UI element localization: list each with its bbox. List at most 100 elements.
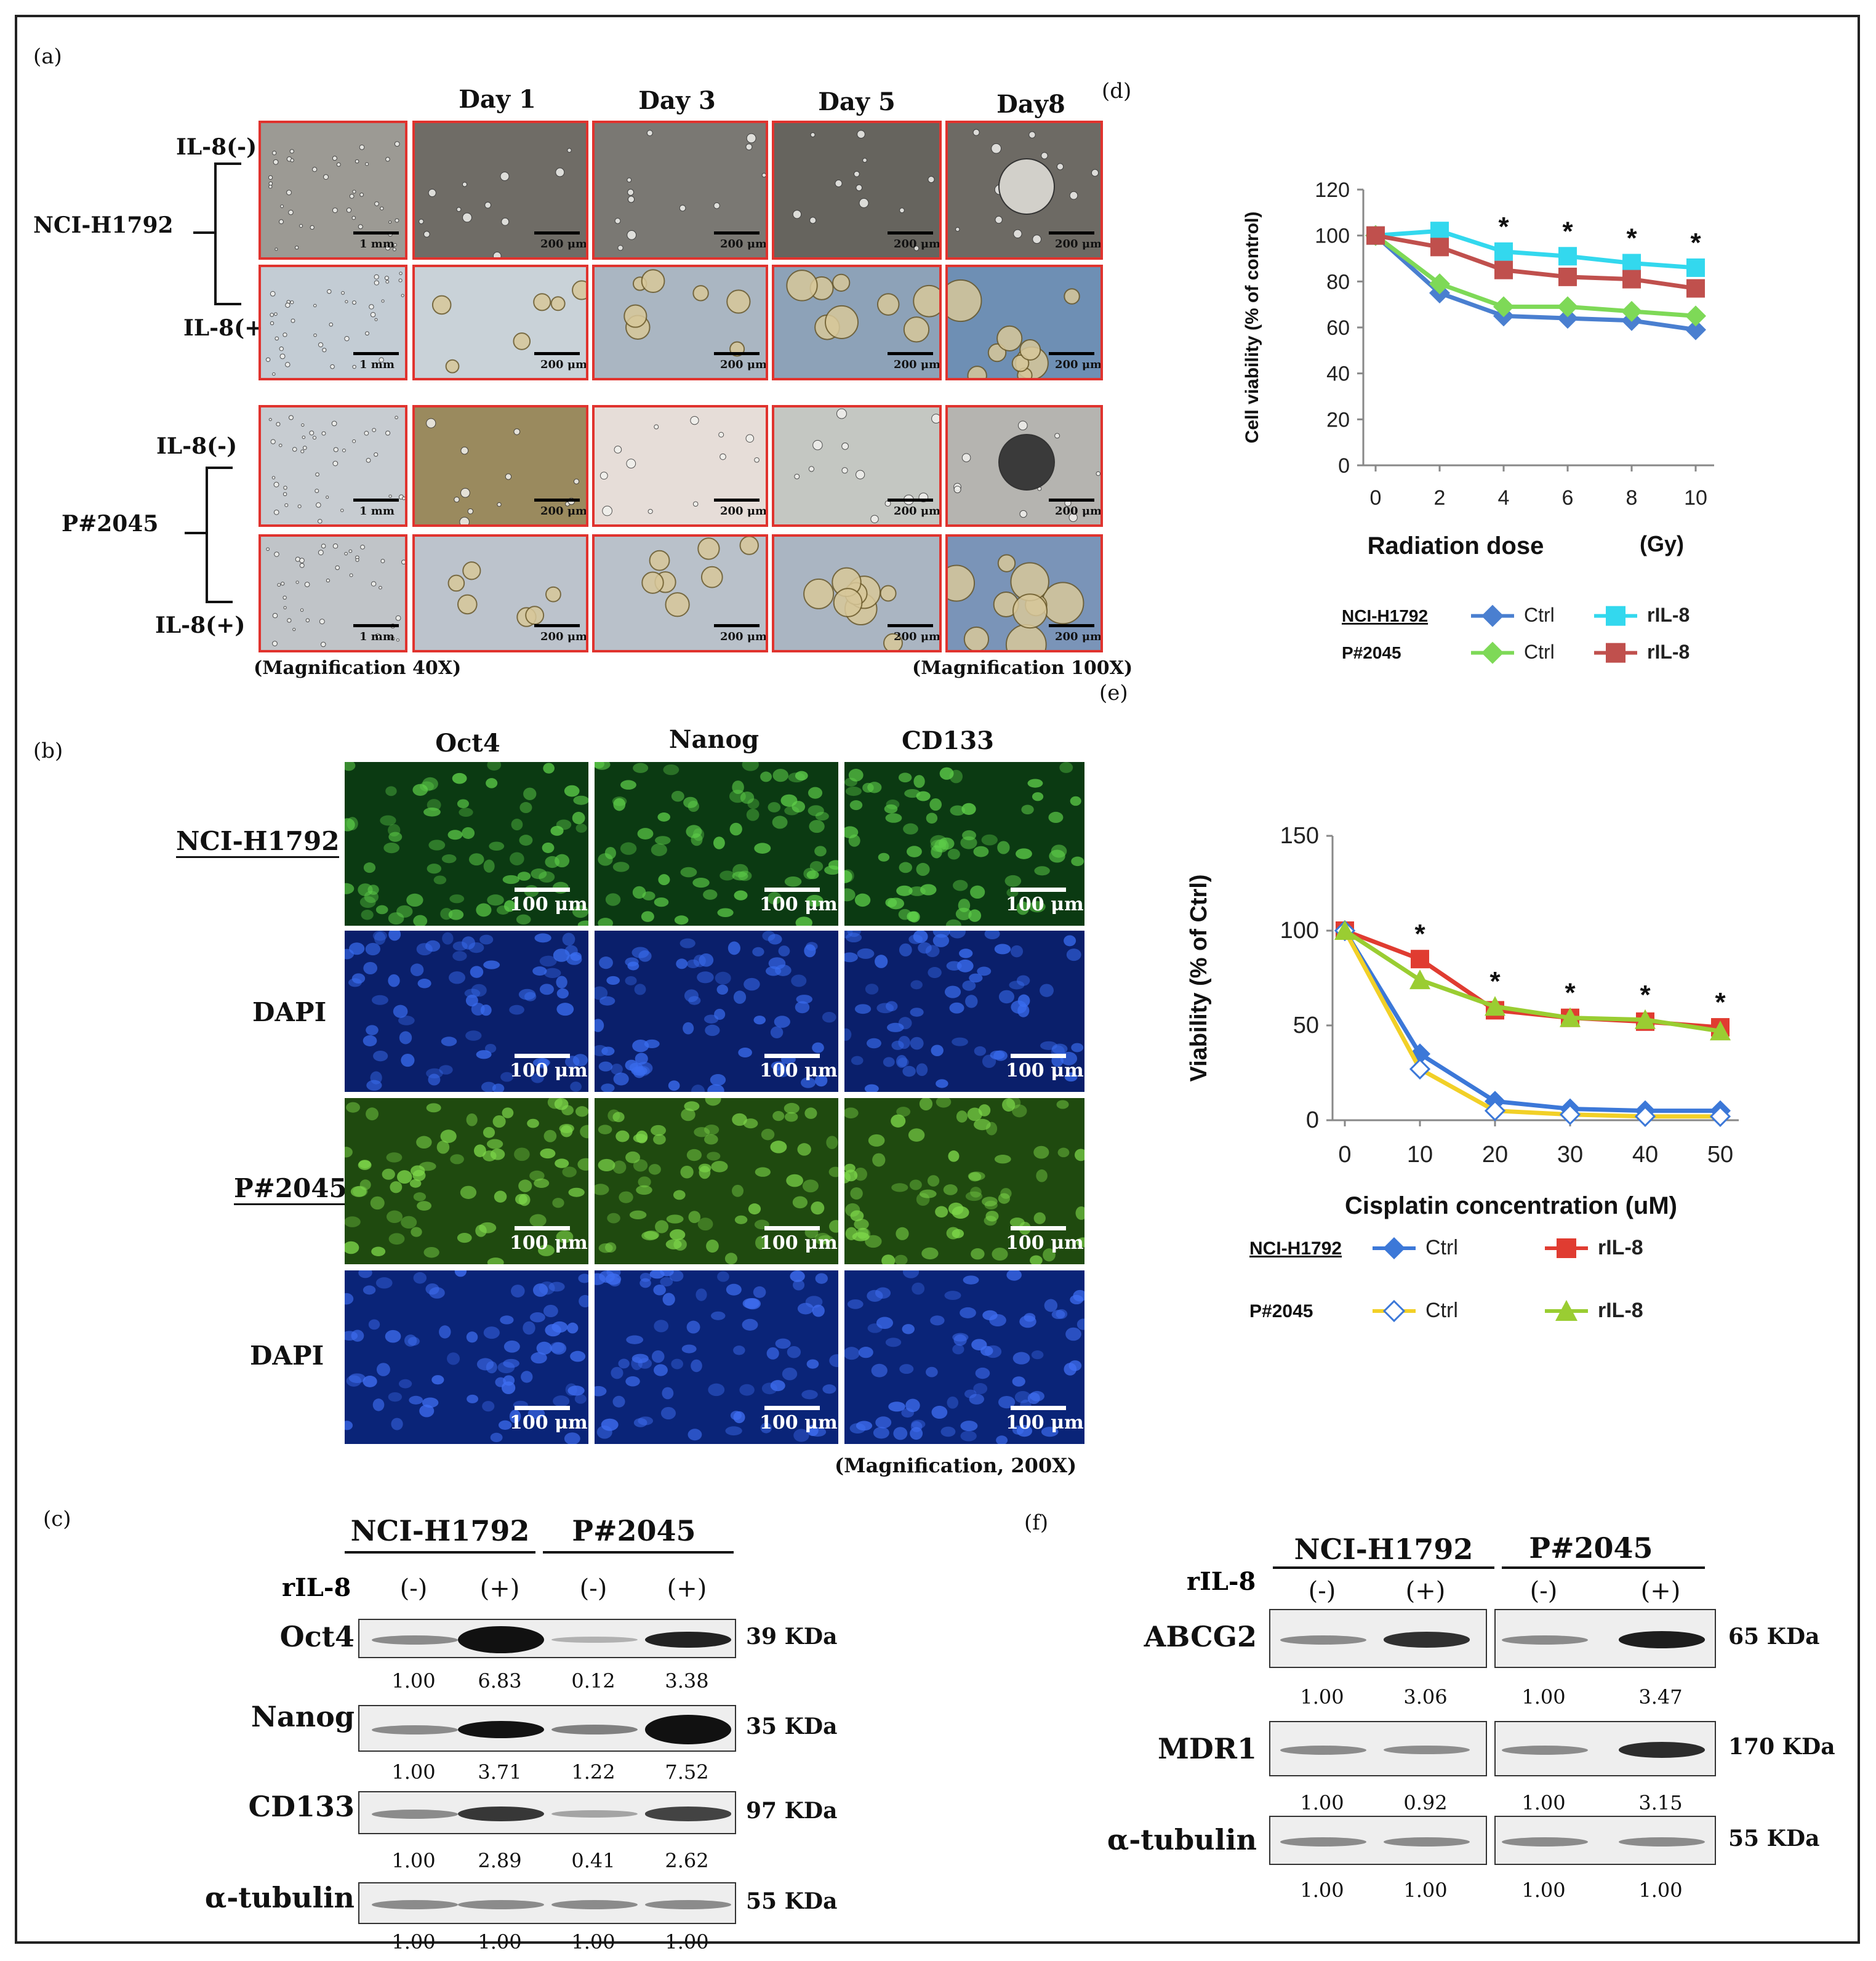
legend-marker-0 (1383, 1237, 1405, 1259)
panel-d-letter: (d) (1102, 79, 1132, 103)
lane-sign-3: (+) (1640, 1577, 1681, 1605)
band-1-0 (1280, 1745, 1366, 1755)
scale-label: 200 μm (540, 505, 588, 518)
protein-label-2: CD133 (248, 1790, 355, 1823)
quant-2-2: 1.00 (1521, 1879, 1566, 1902)
a-mag-100x: (Magnification 100X) (912, 657, 1133, 679)
band-1-2 (551, 1724, 638, 1735)
y-tick-label: 120 (1315, 178, 1350, 202)
chart-e: 0 50 100 150 0 10 20 30 40 50 Viability (% of Ctrl… (1186, 823, 1739, 1323)
scale-label: 1 mm (359, 505, 395, 518)
band-0-0 (1280, 1635, 1366, 1645)
fluor-scale-bar (515, 1226, 570, 1230)
protein-label-1: Nanog (251, 1700, 355, 1733)
quant-1-1: 3.71 (478, 1760, 522, 1784)
fluor-r0-c1: 100 μm (595, 762, 838, 926)
b-row-dapi-1: DAPI (252, 997, 327, 1027)
blot-box-1-1 (1494, 1721, 1716, 1776)
legend-marker-2 (1481, 641, 1504, 664)
micrograph-cells (431, 280, 586, 374)
fluor-r2-c1: 100 μm (595, 1098, 838, 1264)
band-1-1 (1384, 1745, 1470, 1755)
fluor-scale-label: 100 μm (760, 1412, 838, 1434)
micrograph-r3-c0: 1 mm (259, 534, 407, 652)
fluor-scale-label: 100 μm (510, 1412, 588, 1434)
panel-f-letter: (f) (1024, 1510, 1049, 1535)
point-1-1 (1411, 950, 1429, 969)
legend-label-0: Ctrl (1524, 604, 1555, 626)
series-line-1 (1375, 228, 1696, 270)
c-hdr-h1792: NCI-H1792 (350, 1514, 530, 1547)
fluor-scale-bar (1011, 1226, 1066, 1230)
fluor-nuclei (595, 1270, 838, 1442)
band-1-3 (1619, 1742, 1705, 1758)
quant-1-2: 1.22 (571, 1760, 615, 1784)
micrograph-cells (641, 537, 759, 617)
fluor-scale-bar (515, 1406, 570, 1410)
b-col-nanog: Nanog (668, 725, 760, 754)
a-p2045-il8-plus: IL-8(+) (155, 612, 246, 638)
blot-box-3-0 (358, 1882, 736, 1924)
fluor-nuclei (844, 1270, 1084, 1444)
band-0-3 (645, 1631, 731, 1648)
legend-marker-3 (1606, 643, 1625, 663)
micrograph-r2-c0: 1 mm (259, 405, 407, 527)
legend-cell-line-0: NCI-H1792 (1249, 1238, 1342, 1259)
series-line-2 (1342, 929, 1720, 1119)
f-hdr-line-1 (1273, 1566, 1494, 1569)
fluor-r0-c0: 100 μm (345, 762, 588, 926)
scale-bar (714, 499, 760, 502)
kda-label-2: 55 KDa (1728, 1826, 1820, 1851)
micrograph-cells (786, 270, 939, 343)
scale-label: 200 μm (1055, 630, 1102, 643)
x-tick-label: 2 (1434, 486, 1446, 510)
fluor-scale-label: 100 μm (1006, 894, 1084, 915)
lane-sign-1: (+) (1405, 1577, 1446, 1605)
col-header-day5: Day 5 (818, 87, 896, 116)
band-2-0 (372, 1809, 458, 1819)
quant-2-3: 1.00 (1638, 1879, 1683, 1902)
kda-label-2: 97 KDa (746, 1798, 838, 1824)
micrograph-cells (953, 420, 1100, 522)
band-2-3 (1619, 1837, 1705, 1847)
scale-label: 200 μm (540, 238, 588, 251)
legend-marker-2 (1382, 1299, 1406, 1323)
scale-label: 200 μm (894, 505, 941, 518)
band-3-3 (645, 1899, 731, 1909)
band-2-2 (551, 1810, 638, 1818)
legend-marker-3 (1555, 1300, 1577, 1321)
point-3-5 (1710, 1021, 1731, 1041)
point-3-4 (1622, 270, 1641, 289)
scale-bar (888, 231, 933, 235)
fluor-scale-label: 100 μm (760, 1232, 838, 1254)
scale-label: 1 mm (359, 238, 395, 251)
band-1-3 (645, 1715, 731, 1744)
blot-box-0-1 (1494, 1609, 1716, 1668)
quant-0-2: 0.12 (571, 1669, 615, 1693)
micrograph-cells (955, 129, 1099, 244)
scale-bar (534, 499, 580, 502)
point-1-3 (1558, 247, 1577, 266)
figure-frame (15, 15, 1860, 1944)
significance-star-0: * (1498, 212, 1509, 242)
x-tick-label: 20 (1482, 1142, 1508, 1168)
fluor-nuclei (345, 931, 588, 1092)
point-3-2 (1494, 260, 1513, 279)
band-2-1 (1384, 1837, 1470, 1847)
y-tick-label: 80 (1326, 270, 1350, 294)
scale-label: 1 mm (359, 630, 395, 643)
scale-bar (888, 352, 933, 355)
scale-bar (1049, 499, 1094, 502)
scale-bar (353, 499, 399, 502)
x-tick-label: 8 (1626, 486, 1638, 510)
y-tick-label: 60 (1326, 316, 1350, 340)
x-tick-label: 30 (1557, 1142, 1583, 1168)
quant-1-0: 1.00 (391, 1760, 436, 1784)
scale-bar (714, 231, 760, 235)
fluor-r2-c0: 100 μm (345, 1098, 588, 1264)
micrograph-r0-c3: 200 μm (772, 121, 942, 260)
kda-label-3: 55 KDa (746, 1888, 838, 1914)
point-1-4 (1622, 254, 1641, 273)
series-line-3 (1344, 929, 1721, 1033)
y-tick-label: 100 (1315, 225, 1350, 248)
